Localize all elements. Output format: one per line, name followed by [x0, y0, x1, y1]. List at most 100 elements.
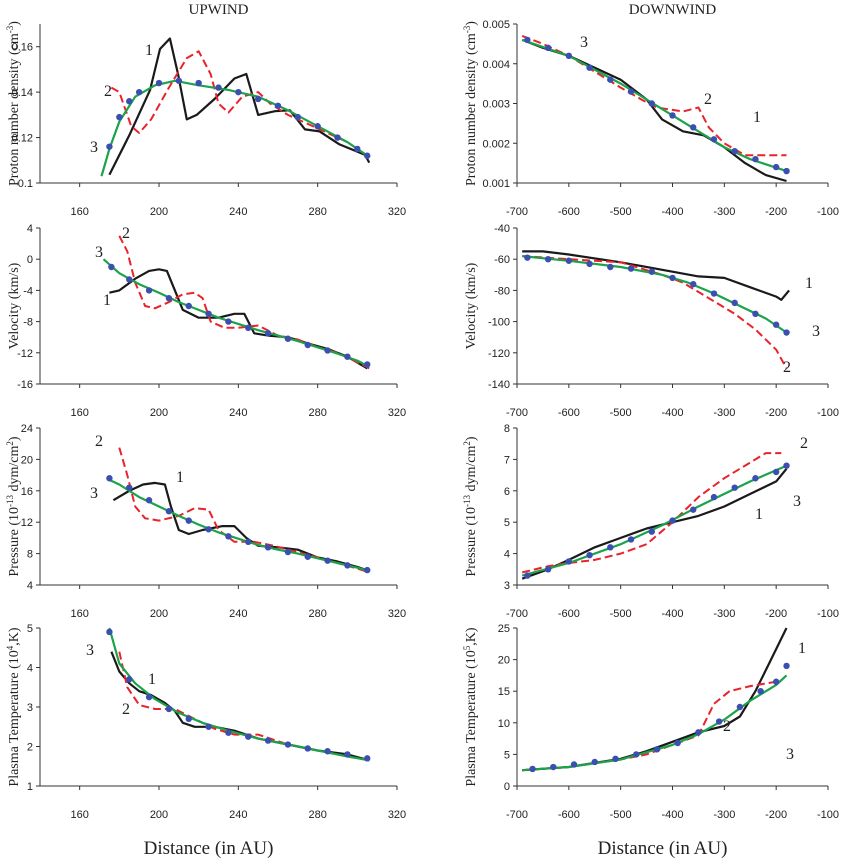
x-tick-label: -600	[558, 608, 580, 620]
data-dot	[364, 755, 371, 762]
x-tick-label: -100	[817, 608, 839, 620]
data-dot	[772, 163, 780, 171]
x-tick-label: -700	[506, 206, 528, 218]
data-dot	[783, 329, 790, 336]
data-dot	[690, 280, 697, 288]
data-dot	[284, 741, 292, 748]
data-dot	[783, 662, 790, 670]
curve-label: 3	[90, 485, 98, 502]
data-dot	[245, 733, 252, 740]
data-dot	[648, 100, 655, 107]
data-dot	[550, 763, 557, 771]
x-tick-label: -500	[610, 608, 632, 620]
data-dot	[364, 361, 371, 368]
x-tick-label: -700	[506, 407, 528, 419]
data-dot	[304, 745, 311, 752]
data-dot	[284, 335, 292, 342]
data-dot	[264, 544, 272, 551]
data-dot	[205, 310, 212, 317]
y-axis-title: Proton number density (cm-3)	[5, 21, 22, 186]
y-tick-label: -40	[494, 223, 510, 235]
y-tick-label: 15	[498, 686, 510, 698]
curve-label: 2	[95, 433, 103, 450]
data-dot	[772, 678, 780, 685]
y-axis-title: Velocity (km/s)	[7, 262, 22, 349]
data-dot	[669, 517, 676, 524]
data-dot	[648, 268, 655, 275]
data-line	[100, 79, 368, 177]
data-dot	[544, 44, 552, 52]
y-tick-label: 3	[27, 702, 33, 714]
x-tick-label: 280	[308, 206, 326, 218]
y-tick-label: 0.1	[18, 178, 33, 190]
y-axis-title-part: Velocity (km/s)	[7, 262, 22, 349]
y-axis-title-part: dym/cm	[464, 445, 479, 494]
y-tick-label: 6	[504, 486, 510, 498]
data-line	[522, 674, 788, 772]
data-dot	[586, 64, 593, 71]
y-axis-title-sup: -13	[5, 494, 15, 506]
data-dot	[126, 276, 133, 283]
data-dot	[524, 36, 531, 44]
curve-label: 1	[145, 42, 153, 59]
y-tick-label: 7	[504, 454, 510, 466]
y-tick-label: 5	[504, 749, 510, 761]
y-axis-title-sup: -13	[462, 494, 472, 506]
data-dot	[155, 79, 163, 87]
data-dot	[304, 341, 311, 349]
data-line	[106, 478, 370, 572]
panel: 3 4 5 6 7 8 -700 -600 -500 -400 -300 -200 -100 Pressu…	[462, 423, 839, 620]
y-axis-title-part: )	[7, 436, 22, 441]
data-dot	[165, 508, 173, 515]
x-tick-label: -200	[765, 608, 787, 620]
y-tick-label: -8	[23, 317, 33, 329]
data-dot	[544, 256, 552, 263]
x-tick-label: -500	[610, 206, 632, 218]
data-dot	[324, 557, 331, 564]
y-axis-title-part: Plasma Temperature (10	[7, 650, 22, 786]
data-dot	[544, 566, 552, 573]
x-tick-label: 320	[388, 608, 406, 620]
data-dot	[334, 134, 341, 141]
data-dot	[185, 302, 192, 310]
data-dot	[695, 729, 702, 736]
y-axis-title-part: Pressure (10	[464, 507, 479, 577]
x-tick-label: 280	[308, 809, 326, 821]
curve-label: 1	[805, 275, 813, 292]
y-tick-label: -120	[488, 348, 510, 360]
data-dot	[607, 263, 614, 271]
y-axis-title-part: ,K)	[464, 627, 479, 646]
curve-label: 2	[104, 83, 112, 100]
y-axis-title-sup: -3	[5, 25, 15, 33]
data-dot	[145, 497, 153, 504]
y-tick-label: 0	[27, 254, 33, 266]
data-line	[522, 680, 777, 772]
x-tick-label: -300	[713, 407, 735, 419]
y-tick-label: 8	[27, 549, 33, 561]
data-dot	[752, 475, 759, 482]
panel: 0.1 0.12 0.14 0.16 160 200 240 280 320 Proton num…	[5, 2, 406, 218]
data-line	[522, 255, 788, 369]
y-tick-label: -100	[488, 317, 510, 329]
x-tick-label: -600	[558, 206, 580, 218]
y-tick-label: 0.003	[482, 99, 510, 111]
data-dot	[690, 124, 697, 131]
data-dot	[736, 703, 744, 711]
data-dot	[565, 257, 573, 264]
y-tick-label: 5	[504, 517, 510, 529]
y-tick-label: -140	[488, 379, 510, 391]
x-tick-label: -500	[610, 809, 632, 821]
x-tick-label: -400	[661, 206, 683, 218]
data-dot	[304, 553, 311, 560]
data-dot	[126, 484, 133, 491]
data-dot	[752, 310, 759, 317]
y-axis-title-part: Proton number density (cm	[7, 33, 22, 186]
y-tick-label: -80	[494, 285, 510, 297]
y-axis-title-part: )	[464, 21, 479, 26]
y-tick-label: 5	[27, 623, 33, 635]
y-axis-title-sup: 5	[462, 645, 472, 650]
data-dot	[731, 299, 738, 307]
x-tick-label: -700	[506, 608, 528, 620]
x-tick-label: 160	[70, 809, 88, 821]
data-dot	[215, 84, 222, 91]
